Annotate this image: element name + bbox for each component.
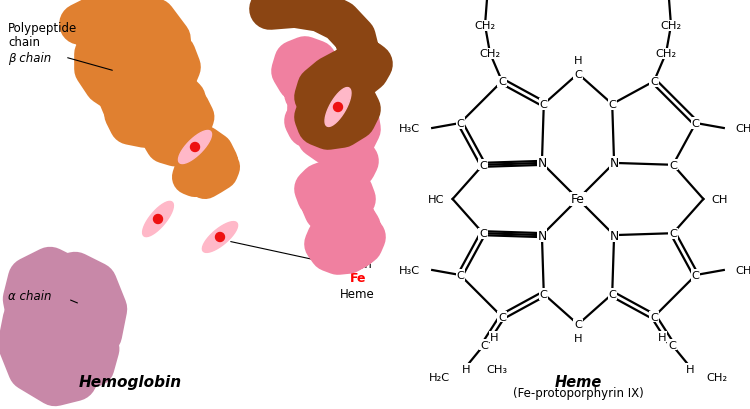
Text: Fe: Fe <box>571 193 585 206</box>
Text: H: H <box>658 332 666 342</box>
Text: C: C <box>574 319 582 330</box>
Circle shape <box>190 143 200 152</box>
Text: H₃C: H₃C <box>399 124 420 134</box>
Text: N: N <box>610 229 619 242</box>
Text: H: H <box>462 364 470 374</box>
Text: HC: HC <box>428 195 445 204</box>
Text: C: C <box>692 119 700 129</box>
Text: Heme: Heme <box>554 374 602 389</box>
Polygon shape <box>142 202 173 237</box>
Text: CH₂: CH₂ <box>661 21 682 31</box>
Text: CH₃: CH₃ <box>487 364 508 374</box>
Polygon shape <box>325 88 351 127</box>
Polygon shape <box>202 222 238 253</box>
Text: C: C <box>668 340 676 350</box>
Text: C: C <box>669 160 677 171</box>
Text: CH₂: CH₂ <box>706 372 727 382</box>
Polygon shape <box>178 131 212 164</box>
Text: Fe: Fe <box>350 271 367 284</box>
Text: CH₃: CH₃ <box>736 265 750 275</box>
Text: C: C <box>669 229 677 238</box>
Text: CH: CH <box>712 195 728 204</box>
Circle shape <box>334 103 343 112</box>
Text: CH₂: CH₂ <box>656 49 676 59</box>
Text: CH₂: CH₂ <box>475 21 496 31</box>
Text: β chain: β chain <box>8 52 51 65</box>
Text: H₂C: H₂C <box>429 372 450 382</box>
Text: N: N <box>610 157 619 170</box>
Text: C: C <box>692 270 700 280</box>
Text: CH₂: CH₂ <box>479 49 500 59</box>
Text: H: H <box>686 364 694 374</box>
Text: C: C <box>540 100 548 110</box>
Text: C: C <box>479 229 487 238</box>
Text: C: C <box>456 270 464 280</box>
Text: C: C <box>574 70 582 79</box>
Text: C: C <box>608 289 616 299</box>
Text: H: H <box>574 56 582 65</box>
Text: C: C <box>540 289 548 299</box>
Text: CH₃: CH₃ <box>736 124 750 134</box>
Text: H: H <box>490 332 498 342</box>
Circle shape <box>215 233 224 242</box>
Text: Iron: Iron <box>350 257 373 270</box>
Text: C: C <box>456 119 464 129</box>
Text: H: H <box>574 334 582 344</box>
Text: H₃C: H₃C <box>399 265 420 275</box>
Text: C: C <box>479 160 487 171</box>
Text: Heme: Heme <box>340 287 375 300</box>
Text: N: N <box>537 157 547 170</box>
Text: C: C <box>650 312 658 322</box>
Text: Polypeptide: Polypeptide <box>8 22 77 35</box>
Text: C: C <box>480 340 488 350</box>
Text: N: N <box>537 229 547 242</box>
Text: Hemoglobin: Hemoglobin <box>79 374 182 389</box>
Text: C: C <box>650 77 658 87</box>
Text: C: C <box>498 77 506 87</box>
Text: C: C <box>498 312 506 322</box>
Circle shape <box>154 215 163 224</box>
Text: α chain: α chain <box>8 289 52 302</box>
Text: chain: chain <box>8 36 40 49</box>
Text: C: C <box>608 100 616 110</box>
Text: (Fe-protoporphyrin IX): (Fe-protoporphyrin IX) <box>513 386 644 399</box>
